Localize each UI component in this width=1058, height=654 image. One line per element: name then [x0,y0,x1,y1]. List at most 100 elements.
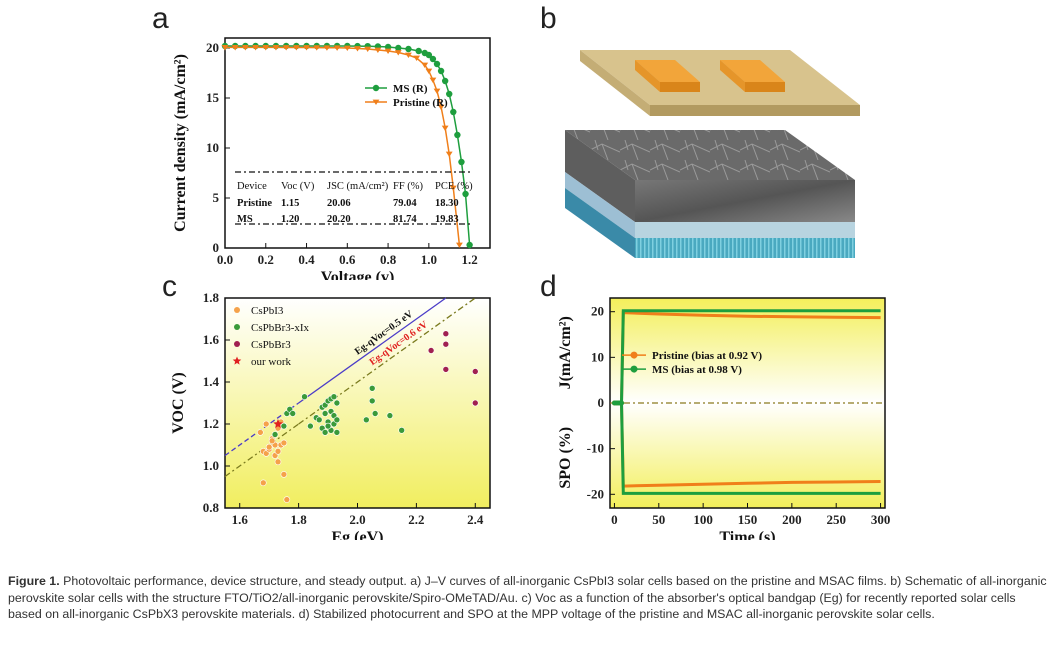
data-point [252,45,259,51]
legend-marker [630,365,638,373]
legend-label: MS (bias at 0.98 V) [652,364,742,376]
data-point [437,67,445,75]
table-cell: Pristine [237,198,272,209]
x-tick-label: 100 [693,512,713,527]
legend-label: Pristine (R) [393,97,448,109]
data-point [257,429,264,436]
data-point [454,131,461,139]
data-point [441,77,449,85]
data-point [307,422,314,430]
data-point [292,45,300,51]
legend-label: MS (R) [393,83,428,95]
data-point [421,62,429,69]
figure-caption: Figure 1. Photovoltaic performance, devi… [8,573,1050,623]
table-header: Device [237,181,267,192]
table-cell: 81.74 [393,214,417,225]
y-tick-label: 1.8 [203,290,220,305]
data-point [442,330,450,338]
data-point [280,439,288,447]
data-point [427,347,435,354]
data-point [471,368,479,375]
x-tick-label: 0.0 [217,252,233,267]
y-tick-label: 10 [591,349,604,364]
legend-label: CsPbBr3-xIx [251,322,310,334]
x-tick-label: 150 [738,512,758,527]
chart-c: 1.6 1.8 2.0 2.2 2.4 0.8 1.0 1.2 1.4 1.6 1.8 Eg (eV)… [170,290,491,540]
data-point [321,429,329,436]
data-point [398,427,405,434]
y-tick-label: 20 [206,40,219,55]
y-axis-title-top: J(mA/cm²) [557,316,574,389]
reference-line [298,297,447,404]
y-axis-title-bottom: SPO (%) [557,427,574,489]
background-bottom [610,403,885,508]
data-point [619,400,625,406]
data-point [456,242,463,249]
data-point [274,448,282,455]
data-point [425,68,433,75]
data-point [333,429,341,436]
table-cell: 1.20 [281,214,299,225]
data-point [330,393,338,400]
reference-line [298,297,476,425]
y-tick-label: 5 [213,190,220,205]
data-point [323,45,331,51]
legend-marker [372,84,380,92]
data-point [273,419,283,428]
legend-label: our work [251,356,292,368]
table-cell: MS [237,214,253,225]
legend-label: Pristine (bias at 0.92 V) [652,350,762,362]
data-point [354,46,361,52]
data-point [364,46,372,53]
y-tick-label: -10 [587,441,604,456]
legend-marker [372,99,380,106]
panel-letter-c: c [162,270,177,303]
x-tick-label: 0.2 [258,252,274,267]
data-point [433,88,441,95]
data-point [425,51,433,59]
data-point [301,393,308,400]
legend-marker [234,324,240,330]
x-tick-label: 0.6 [339,252,356,267]
data-point [446,90,453,98]
y-tick-label: 1.4 [203,374,220,389]
data-point [313,45,321,51]
perovskite-layer [565,130,855,222]
legend-marker [234,307,240,313]
data-point [384,48,392,55]
data-point [262,45,270,51]
table-cell: 79.04 [393,198,417,209]
data-point [231,45,239,51]
device-schematic [565,50,860,258]
legend-marker [232,356,242,365]
data-point [343,45,351,52]
y-tick-label: 1.2 [203,416,219,431]
data-point [371,410,379,417]
chart-d: 0 50 100 150 200 250 300 -20 -10 0 10 20 Time (s) J(m… [557,297,890,540]
table-header: JSC (mA/cm²) [327,181,389,192]
panel-letter-a: a [152,2,169,35]
y-tick-label: 0 [598,395,605,410]
data-point [282,45,290,51]
data-point [429,55,437,63]
data-point [272,45,280,51]
data-point [321,410,329,417]
legend-marker [234,341,240,347]
data-point [394,50,402,56]
x-tick-label: 2.2 [408,512,424,527]
data-point [442,340,450,348]
x-tick-label: 0 [611,512,618,527]
data-point [395,44,402,52]
x-axis-title: Time (s) [719,529,775,540]
legend-marker [630,351,638,359]
y-axis-title: Current density (mA/cm²) [172,54,189,232]
data-point [274,458,282,466]
data-point [405,45,412,53]
table-header: Voc (V) [281,181,315,192]
data-point [462,190,469,198]
y-tick-label: 0 [213,240,220,255]
data-point [405,52,412,59]
y-tick-label: 10 [206,140,219,155]
y-tick-label: 20 [591,304,604,319]
